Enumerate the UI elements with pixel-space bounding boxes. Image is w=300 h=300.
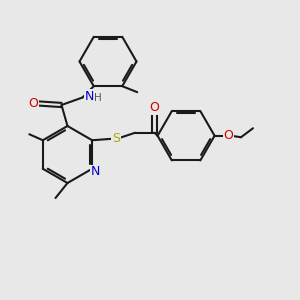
- Text: H: H: [94, 93, 102, 103]
- Text: N: N: [85, 89, 94, 103]
- Text: N: N: [91, 165, 101, 178]
- Text: O: O: [150, 101, 160, 114]
- Text: O: O: [223, 129, 233, 142]
- Text: S: S: [112, 132, 120, 145]
- Text: O: O: [29, 97, 38, 110]
